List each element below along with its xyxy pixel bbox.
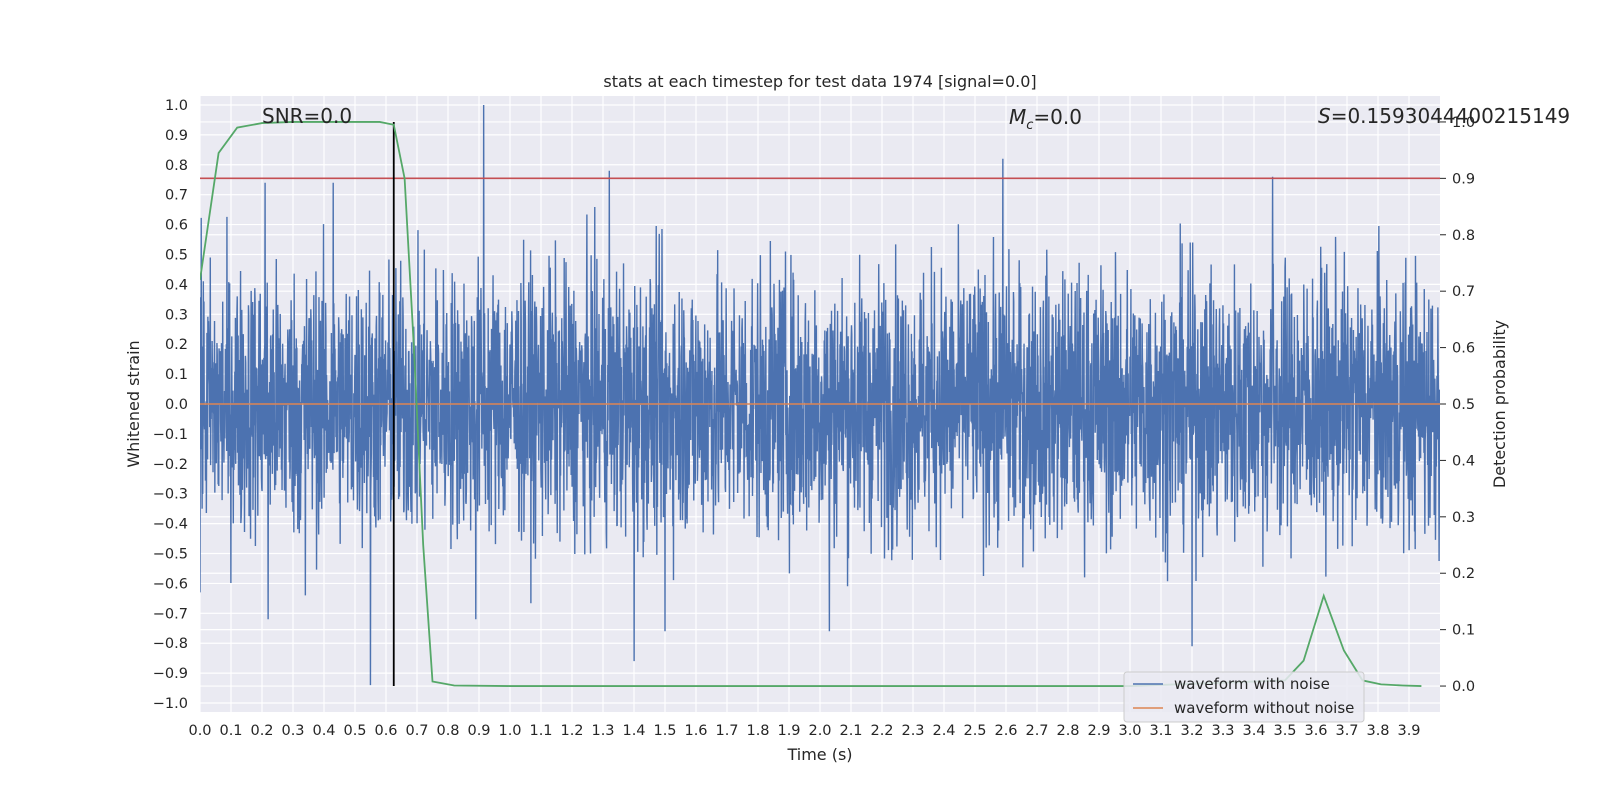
y-tick-label: 0.1 — [165, 367, 188, 383]
waveform-with-noise-line — [200, 104, 1440, 686]
x-tick-label: 0.1 — [219, 723, 242, 739]
x-tick-label: 1.0 — [498, 723, 521, 739]
x-tick-label: 1.9 — [777, 723, 800, 739]
annotation-mc-symbol: M — [1009, 105, 1026, 129]
y2-tick-label: 0.5 — [1452, 397, 1475, 413]
x-tick-label: 1.3 — [591, 723, 614, 739]
annotation-s: S=0.1593044400215149 — [1318, 104, 1570, 128]
y-tick-label: −0.6 — [153, 576, 188, 592]
y-tick-label: −0.3 — [153, 487, 188, 503]
x-tick-label: 0.3 — [281, 723, 304, 739]
x-tick-label: 0.7 — [405, 723, 428, 739]
y-tick-label: 1.0 — [165, 98, 188, 114]
y2-tick-label: 0.4 — [1452, 453, 1475, 469]
y-tick-labels: 1.0 0.9 0.8 0.7 0.6 0.5 0.4 0.3 0.2 0.1 0.0 −0.1 −0.… — [153, 98, 188, 712]
x-tick-label: 1.5 — [653, 723, 676, 739]
x-tick-label: 2.7 — [1025, 723, 1048, 739]
x-tick-labels: 0.0 0.1 0.2 0.3 0.4 0.5 0.6 0.7 0.8 0.9 1.0 1.1 1.2 1… — [188, 723, 1420, 739]
x-tick-label: 3.6 — [1304, 723, 1327, 739]
y-tick-label: 0.2 — [165, 337, 188, 353]
x-tick-label: 1.8 — [746, 723, 769, 739]
annotation-mc-subscript: c — [1026, 118, 1033, 133]
legend-box — [1123, 671, 1365, 723]
series-waveform-with-noise — [200, 104, 1440, 686]
y-tick-label: −0.9 — [153, 666, 188, 682]
x-tick-label: 2.2 — [870, 723, 893, 739]
y-tick-label: −0.1 — [153, 427, 188, 443]
legend: waveform with noise waveform without noi… — [1123, 671, 1365, 723]
x-tick-label: 1.7 — [715, 723, 738, 739]
x-tick-label: 1.2 — [560, 723, 583, 739]
y-tick-label: 0.6 — [165, 218, 188, 234]
y-tick-label: 0.7 — [165, 188, 188, 204]
x-tick-label: 2.1 — [839, 723, 862, 739]
x-tick-label: 3.8 — [1366, 723, 1389, 739]
annotation-s-symbol: S — [1318, 104, 1331, 128]
series-detection-probability — [200, 121, 1422, 687]
y2-tick-label: 1.0 — [1452, 115, 1475, 131]
y2-tick-labels: 1.0 0.9 0.8 0.7 0.6 0.5 0.4 0.3 0.2 0.1 0.0 — [1440, 115, 1475, 695]
legend-label-with-noise: waveform with noise — [1174, 675, 1330, 693]
y-tick-label: −0.2 — [153, 457, 188, 473]
x-tick-label: 0.5 — [343, 723, 366, 739]
annotation-mc: Mc=0.0 — [1009, 105, 1082, 133]
y-tick-label: 0.8 — [165, 158, 188, 174]
x-tick-label: 3.0 — [1118, 723, 1141, 739]
y-tick-label: −0.7 — [153, 606, 188, 622]
x-tick-label: 2.9 — [1087, 723, 1110, 739]
y-tick-label: 0.9 — [165, 128, 188, 144]
x-tick-label: 3.7 — [1335, 723, 1358, 739]
y2-tick-label: 0.7 — [1452, 284, 1475, 300]
x-tick-label: 1.4 — [622, 723, 645, 739]
chart-title: stats at each timestep for test data 197… — [603, 72, 1036, 91]
y-tick-label: 0.4 — [165, 277, 188, 293]
x-tick-label: 2.8 — [1056, 723, 1079, 739]
x-tick-label: 0.2 — [250, 723, 273, 739]
annotation-s-value: =0.1593044400215149 — [1331, 104, 1570, 128]
x-tick-label: 2.3 — [901, 723, 924, 739]
annotation-snr: SNR=0.0 — [262, 104, 352, 128]
y2-tick-label: 0.6 — [1452, 341, 1475, 357]
annotation-mc-value: =0.0 — [1033, 105, 1082, 129]
x-tick-label: 0.4 — [312, 723, 335, 739]
x-tick-label: 0.6 — [374, 723, 397, 739]
legend-label-without-noise: waveform without noise — [1174, 699, 1354, 717]
y-tick-label: 0.3 — [165, 307, 188, 323]
x-tick-label: 2.5 — [963, 723, 986, 739]
x-tick-label: 1.6 — [684, 723, 707, 739]
y2-tick-label: 0.8 — [1452, 228, 1475, 244]
y-tick-label: −0.8 — [153, 636, 188, 652]
x-tick-label: 1.1 — [529, 723, 552, 739]
y2-tick-label: 0.2 — [1452, 566, 1475, 582]
plot-area — [200, 104, 1440, 687]
x-tick-label: 3.2 — [1180, 723, 1203, 739]
x-tick-label: 0.0 — [188, 723, 211, 739]
x-tick-label: 0.9 — [467, 723, 490, 739]
x-axis-label: Time (s) — [786, 745, 852, 764]
y-tick-label: −0.5 — [153, 547, 188, 563]
y-axis-label: Whitened strain — [124, 340, 143, 467]
x-tick-label: 0.8 — [436, 723, 459, 739]
x-tick-label: 2.6 — [994, 723, 1017, 739]
y-tick-label: 0.5 — [165, 247, 188, 263]
x-tick-label: 3.9 — [1397, 723, 1420, 739]
x-tick-label: 3.1 — [1149, 723, 1172, 739]
y2-tick-label: 0.0 — [1452, 679, 1475, 695]
y-tick-label: 0.0 — [165, 397, 188, 413]
x-tick-label: 2.4 — [932, 723, 955, 739]
x-tick-label: 3.4 — [1242, 723, 1265, 739]
x-tick-label: 3.3 — [1211, 723, 1234, 739]
detection-probability-line — [200, 121, 1422, 687]
y2-axis-label: Detection probability — [1490, 320, 1509, 488]
y2-tick-label: 0.3 — [1452, 510, 1475, 526]
y-tick-label: −0.4 — [153, 517, 188, 533]
y-tick-label: −1.0 — [153, 696, 188, 712]
x-tick-label: 3.5 — [1273, 723, 1296, 739]
x-tick-label: 2.0 — [808, 723, 831, 739]
y2-tick-label: 0.1 — [1452, 623, 1475, 639]
y2-tick-label: 0.9 — [1452, 171, 1475, 187]
